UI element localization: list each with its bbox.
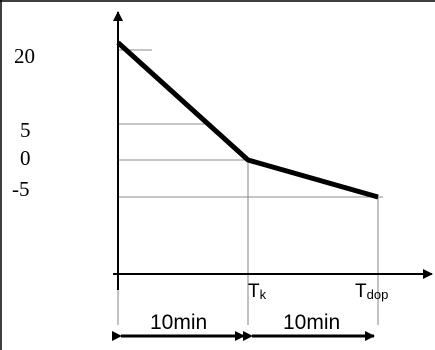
interval-label-1: 10min (150, 311, 207, 334)
x-marker-tk: Tk (248, 281, 267, 302)
interval-label-2: 10min (283, 311, 340, 334)
x-marker-tdop: Tdop (355, 281, 388, 302)
series-line (116, 40, 379, 200)
x-marker-tdop-subscript: dop (367, 287, 389, 302)
x-marker-tdop-main: T (355, 281, 367, 302)
y-tick-label-5: 5 (20, 118, 31, 142)
x-marker-tk-subscript: k (260, 287, 267, 302)
y-tick-label-minus5: -5 (12, 177, 30, 201)
y-tick-label-20: 20 (14, 44, 35, 68)
x-marker-tk-main: T (248, 281, 260, 302)
y-tick-label-0: 0 (20, 146, 31, 170)
